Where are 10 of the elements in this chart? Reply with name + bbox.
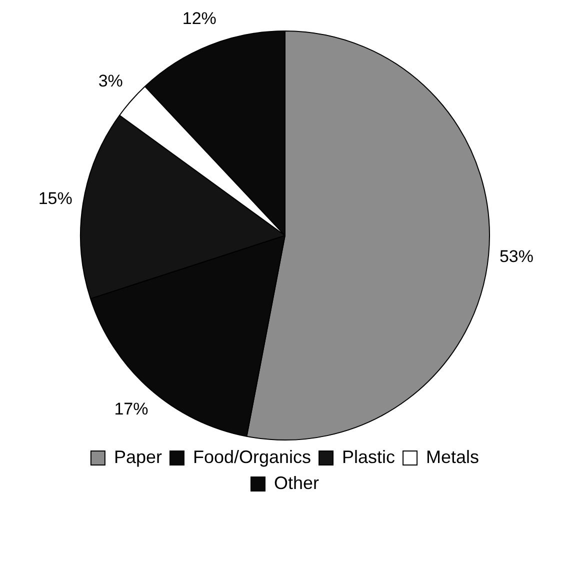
- legend-label: Food/Organics: [192, 446, 312, 467]
- data-label: 3%: [98, 71, 123, 90]
- data-label: 15%: [38, 188, 72, 208]
- data-label: 53%: [499, 247, 534, 266]
- data-label: 12%: [182, 9, 216, 28]
- legend-label: Paper: [114, 446, 162, 467]
- legend-label: Other: [274, 472, 320, 493]
- legend-label: Plastic: [342, 446, 396, 467]
- legend-label: Metals: [426, 446, 480, 467]
- data-label: 17%: [114, 400, 148, 419]
